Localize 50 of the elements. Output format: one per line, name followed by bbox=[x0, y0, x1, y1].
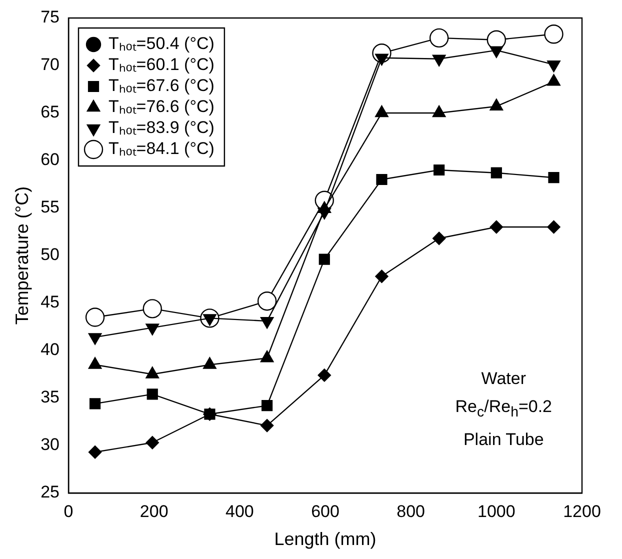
point bbox=[85, 308, 105, 327]
legend-label: Tₕₒₜ=67.6 (°C) bbox=[108, 76, 214, 96]
point bbox=[257, 292, 277, 311]
point bbox=[547, 220, 560, 234]
x-tick-label: 1000 bbox=[478, 502, 516, 521]
point bbox=[429, 28, 449, 48]
x-tick-label: 800 bbox=[396, 502, 426, 521]
legend-label: Tₕₒₜ=76.6 (°C) bbox=[108, 97, 214, 116]
y-tick-label: 30 bbox=[40, 435, 60, 454]
y-tick-label: 55 bbox=[40, 198, 60, 217]
annotation: Plain Tube bbox=[462, 429, 545, 451]
x-axis-title: Length (mm) bbox=[274, 529, 376, 550]
x-tick-label: 600 bbox=[311, 502, 340, 521]
x-tick-label: 400 bbox=[225, 502, 254, 521]
point bbox=[434, 164, 445, 176]
point bbox=[432, 232, 446, 245]
legend-label: Tₕₒₜ=83.9 (°C) bbox=[108, 118, 214, 138]
y-tick-label: 60 bbox=[40, 150, 60, 170]
y-tick-label: 45 bbox=[40, 292, 60, 312]
x-tick-label: 200 bbox=[140, 502, 168, 521]
point bbox=[376, 174, 388, 186]
point bbox=[260, 418, 274, 432]
point bbox=[142, 299, 162, 318]
x-tick-label: 0 bbox=[64, 502, 74, 521]
y-tick-label: 75 bbox=[40, 8, 60, 27]
legend-label: Tₕₒₜ=50.4 (°C) bbox=[108, 34, 214, 54]
point bbox=[544, 24, 564, 44]
y-tick-label: 70 bbox=[40, 55, 60, 74]
point bbox=[262, 400, 273, 412]
x-tick-label: 1200 bbox=[563, 502, 601, 521]
point bbox=[146, 436, 159, 450]
y-tick-label: 50 bbox=[40, 245, 60, 264]
point bbox=[375, 270, 388, 283]
y-axis-title: Temperature (°C) bbox=[12, 186, 32, 325]
point bbox=[318, 254, 330, 265]
point bbox=[318, 368, 331, 382]
y-tick-label: 65 bbox=[40, 102, 60, 122]
y-tick-label: 35 bbox=[40, 388, 60, 407]
y-tick-label: 40 bbox=[40, 340, 60, 360]
legend-label: Tₕₒₜ=84.1 (°C) bbox=[108, 139, 214, 158]
point bbox=[548, 172, 560, 184]
point bbox=[146, 388, 158, 400]
point bbox=[89, 398, 101, 410]
legend-label: Tₕₒₜ=60.1 (°C) bbox=[108, 55, 214, 74]
point bbox=[490, 220, 504, 234]
y-tick-label: 25 bbox=[40, 482, 60, 502]
annotation: Re$_{c}$/Re$_{h}$=0.2 bbox=[455, 396, 552, 422]
point bbox=[88, 446, 102, 459]
point bbox=[490, 167, 502, 178]
annotation: Water bbox=[480, 368, 527, 390]
